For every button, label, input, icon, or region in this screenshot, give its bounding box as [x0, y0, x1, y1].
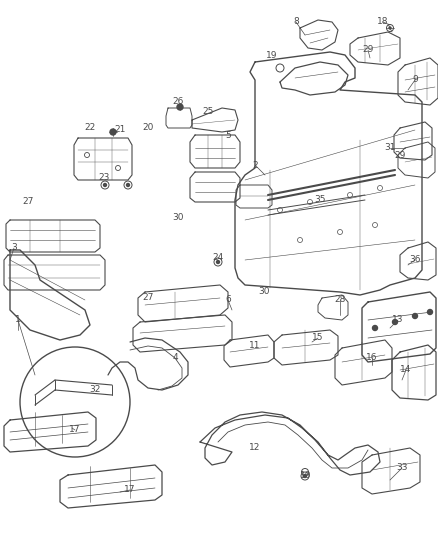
Text: 35: 35 — [314, 196, 326, 205]
Text: 13: 13 — [392, 316, 404, 325]
Text: 28: 28 — [334, 295, 346, 304]
Circle shape — [110, 129, 116, 135]
Text: 15: 15 — [312, 334, 324, 343]
Circle shape — [427, 310, 432, 314]
Text: 22: 22 — [85, 124, 95, 133]
Text: 24: 24 — [212, 254, 224, 262]
Circle shape — [413, 313, 417, 319]
Text: 12: 12 — [249, 443, 261, 453]
Text: 2: 2 — [252, 160, 258, 169]
Text: 29: 29 — [362, 45, 374, 54]
Circle shape — [389, 27, 391, 29]
Text: 31: 31 — [384, 143, 396, 152]
Text: 20: 20 — [142, 124, 154, 133]
Text: 27: 27 — [142, 294, 154, 303]
Text: 26: 26 — [172, 98, 184, 107]
Circle shape — [372, 326, 378, 330]
Text: 8: 8 — [293, 18, 299, 27]
Text: 17: 17 — [69, 425, 81, 434]
Text: 27: 27 — [22, 198, 34, 206]
Circle shape — [304, 474, 307, 478]
Text: 17: 17 — [124, 486, 136, 495]
Text: 3: 3 — [11, 244, 17, 253]
Text: 6: 6 — [225, 295, 231, 304]
Circle shape — [103, 183, 106, 187]
Circle shape — [127, 183, 130, 187]
Circle shape — [216, 261, 219, 263]
Text: 1: 1 — [15, 316, 21, 325]
Text: 4: 4 — [172, 353, 178, 362]
Circle shape — [392, 319, 398, 325]
Text: 25: 25 — [202, 108, 214, 117]
Text: 14: 14 — [400, 366, 412, 375]
Text: 33: 33 — [396, 464, 408, 472]
Text: 16: 16 — [366, 353, 378, 362]
Text: 29: 29 — [394, 150, 406, 159]
Text: 32: 32 — [89, 385, 101, 394]
Text: 21: 21 — [114, 125, 126, 134]
Text: 10: 10 — [300, 472, 312, 481]
Text: 5: 5 — [225, 131, 231, 140]
Text: 18: 18 — [377, 18, 389, 27]
Text: 30: 30 — [172, 214, 184, 222]
Text: 9: 9 — [412, 76, 418, 85]
Text: 36: 36 — [409, 255, 421, 264]
Text: 23: 23 — [98, 174, 110, 182]
Text: 11: 11 — [249, 341, 261, 350]
Text: 19: 19 — [266, 51, 278, 60]
Text: 30: 30 — [258, 287, 270, 296]
Circle shape — [177, 104, 183, 110]
